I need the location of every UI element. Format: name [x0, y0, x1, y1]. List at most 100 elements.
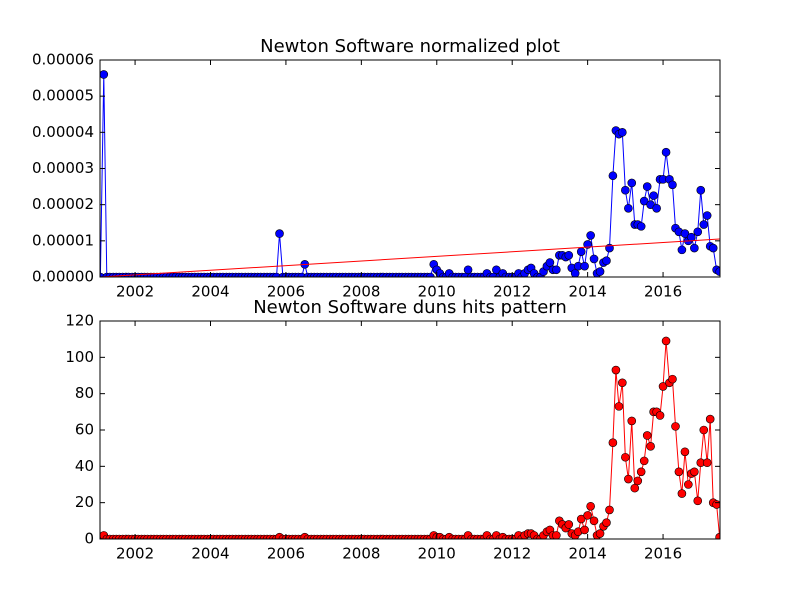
data-point	[674, 467, 684, 477]
chart-title: Newton Software normalized plot	[260, 36, 560, 57]
data-point	[655, 411, 665, 420]
axes-frame	[99, 320, 721, 540]
data-point	[576, 514, 586, 524]
data-point	[595, 529, 605, 538]
x-tick-label: 2010	[418, 545, 456, 563]
y-tick-label: 0.00004	[32, 123, 94, 141]
data-point	[602, 256, 611, 266]
y-tick-label: 100	[65, 348, 94, 366]
y-tick-label: 0	[84, 530, 94, 548]
data-point	[621, 452, 630, 462]
y-tick-label: 0.00001	[32, 231, 94, 249]
x-tick-label: 2002	[116, 545, 154, 563]
data-point	[586, 501, 595, 511]
y-tick-label: 60	[75, 421, 94, 439]
data-point	[639, 196, 649, 206]
data-point	[463, 265, 473, 275]
data-point	[602, 518, 611, 527]
data-point	[642, 182, 652, 191]
data-point	[680, 447, 690, 457]
plot-area	[100, 70, 720, 277]
data-point	[668, 374, 677, 384]
data-line	[100, 74, 720, 277]
data-point	[589, 516, 599, 526]
data-point	[652, 203, 661, 213]
data-point	[545, 258, 555, 267]
y-tick-label: 120	[65, 312, 94, 330]
data-point	[633, 476, 643, 486]
x-tick-label: 2010	[418, 283, 456, 301]
data-point	[492, 265, 501, 275]
data-point	[583, 240, 592, 249]
data-point	[668, 180, 677, 190]
y-tick-label: 0.00002	[32, 195, 94, 213]
x-tick-label: 2008	[342, 283, 380, 301]
data-point	[552, 265, 561, 275]
x-tick-label: 2004	[191, 545, 229, 563]
data-point	[589, 254, 599, 264]
data-point	[621, 185, 630, 195]
data-point	[586, 231, 595, 240]
data-point	[680, 229, 690, 238]
y-tick-label: 0.00000	[32, 268, 94, 286]
data-point	[658, 382, 668, 391]
data-line	[100, 340, 720, 539]
y-tick-label: 0.00006	[32, 51, 94, 69]
x-tick-label: 2012	[493, 283, 531, 301]
data-point	[564, 251, 574, 260]
data-point	[564, 520, 574, 529]
chart-title: Newton Software duns hits pattern	[253, 297, 567, 318]
data-point	[693, 496, 703, 506]
data-point	[426, 272, 435, 277]
data-point	[702, 458, 712, 468]
data-point	[608, 171, 618, 181]
x-tick-label: 2006	[267, 545, 305, 563]
data-point	[618, 128, 627, 137]
data-point	[671, 422, 680, 431]
data-point	[627, 416, 637, 426]
y-tick-label: 80	[75, 384, 94, 402]
x-tick-label: 2006	[267, 283, 305, 301]
data-point	[687, 232, 696, 242]
data-point	[690, 467, 699, 477]
data-point	[614, 402, 624, 411]
data-point	[661, 147, 671, 157]
plot-area	[100, 336, 720, 539]
data-point	[595, 267, 605, 276]
data-point	[605, 505, 614, 515]
data-point	[705, 414, 715, 424]
x-tick-label: 2004	[191, 283, 229, 301]
data-point	[636, 222, 646, 231]
data-point	[684, 480, 693, 489]
data-point	[608, 438, 618, 448]
data-point	[677, 245, 687, 255]
data-point	[460, 272, 470, 277]
data-point	[570, 269, 580, 277]
data-point	[618, 378, 627, 388]
data-point	[712, 500, 720, 509]
x-tick-label: 2016	[644, 283, 682, 301]
data-point	[699, 425, 709, 435]
y-tick-label: 0.00005	[32, 87, 94, 105]
data-point	[576, 247, 586, 256]
data-point	[699, 220, 709, 229]
x-tick-label: 2002	[116, 283, 154, 301]
data-point	[661, 336, 671, 346]
data-point	[677, 489, 687, 498]
data-point	[100, 70, 109, 79]
data-point	[275, 229, 284, 238]
data-point	[580, 525, 589, 535]
data-point	[552, 531, 561, 539]
data-point	[272, 272, 281, 277]
y-tick-label: 20	[75, 493, 94, 511]
data-point	[630, 483, 640, 493]
y-tick-label: 0.00003	[32, 159, 94, 177]
data-point	[696, 185, 706, 195]
data-point	[624, 474, 633, 484]
data-point	[583, 511, 592, 520]
data-point	[636, 467, 646, 477]
data-point	[489, 272, 498, 277]
data-point	[702, 211, 712, 220]
data-point	[690, 243, 699, 253]
